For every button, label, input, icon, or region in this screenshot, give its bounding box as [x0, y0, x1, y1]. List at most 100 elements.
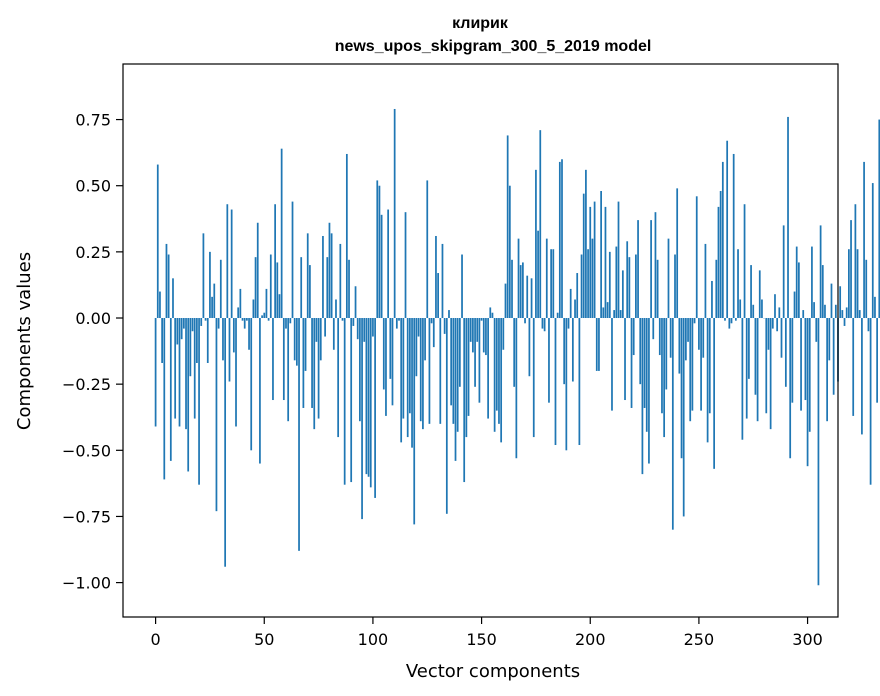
- bar-216: [624, 318, 626, 401]
- bar-191: [569, 288, 572, 319]
- bar-112: [398, 318, 400, 321]
- bar-270: [741, 318, 744, 440]
- bar-172: [528, 318, 531, 377]
- bar-58: [280, 148, 283, 319]
- bar-15: [187, 318, 190, 472]
- bar-194: [576, 273, 579, 319]
- bar-38: [237, 307, 240, 319]
- bar-18: [193, 318, 196, 419]
- bar-66: [298, 318, 300, 551]
- bar-159: [500, 318, 503, 443]
- bar-147: [474, 318, 476, 387]
- bar-144: [467, 318, 470, 416]
- bar-238: [671, 318, 674, 530]
- bar-71: [309, 265, 311, 319]
- bar-195: [578, 318, 581, 446]
- bar-16: [189, 318, 192, 377]
- bar-226: [645, 318, 648, 432]
- plot-frame: [122, 63, 839, 618]
- bar-219: [630, 318, 633, 408]
- bar-319: [848, 249, 850, 319]
- bar-151: [482, 318, 485, 353]
- bar-93: [356, 318, 359, 340]
- bar-213: [617, 201, 620, 319]
- bar-264: [728, 318, 731, 329]
- bar-296: [798, 262, 800, 318]
- bar-205: [600, 191, 602, 318]
- bar-231: [656, 259, 659, 319]
- x-tick-label: 50: [254, 630, 274, 649]
- bar-10: [176, 318, 179, 345]
- bar-261: [721, 161, 724, 319]
- bar-311: [830, 283, 833, 319]
- bar-247: [691, 318, 694, 411]
- y-tick-label: 0.00: [75, 309, 111, 328]
- bar-1: [156, 164, 159, 319]
- bar-111: [395, 318, 398, 329]
- y-tick-label: 0.75: [75, 111, 111, 130]
- bar-180: [545, 238, 548, 319]
- bar-203: [595, 318, 598, 371]
- bar-193: [574, 299, 576, 319]
- bar-13: [182, 318, 185, 329]
- bar-50: [263, 312, 266, 319]
- bar-331: [874, 296, 876, 319]
- bar-109: [391, 318, 394, 406]
- bar-278: [758, 270, 761, 319]
- bar-246: [689, 318, 692, 422]
- bar-26: [211, 296, 213, 319]
- bar-282: [767, 318, 770, 350]
- bar-81: [330, 233, 333, 319]
- bar-249: [695, 196, 698, 319]
- bar-54: [272, 318, 274, 401]
- bar-132: [441, 243, 444, 319]
- bar-303: [813, 302, 815, 319]
- bar-327: [865, 259, 868, 319]
- bar-25: [209, 251, 211, 319]
- bar-9: [174, 318, 177, 419]
- bar-42: [246, 318, 248, 321]
- bar-127: [430, 318, 433, 324]
- bar-110: [393, 108, 396, 319]
- bar-212: [615, 246, 618, 319]
- bar-67: [300, 257, 303, 319]
- bar-169: [522, 262, 524, 318]
- bar-273: [748, 318, 750, 379]
- bar-228: [650, 220, 652, 319]
- bar-301: [808, 318, 811, 432]
- bar-138: [454, 318, 457, 461]
- bar-197: [582, 193, 585, 319]
- bar-283: [769, 318, 772, 430]
- bar-92: [354, 286, 357, 319]
- bar-258: [715, 259, 718, 319]
- bar-187: [561, 159, 563, 319]
- bar-239: [674, 254, 676, 319]
- x-tick-label: 150: [466, 630, 497, 649]
- bar-176: [537, 230, 539, 319]
- y-tick-label: −0.50: [62, 441, 111, 460]
- bar-182: [550, 249, 552, 319]
- bar-108: [389, 318, 392, 379]
- bar-265: [730, 318, 733, 324]
- x-tick-label: 200: [575, 630, 606, 649]
- bar-28: [215, 318, 218, 512]
- y-tick-label: −0.75: [62, 507, 111, 526]
- bar-4: [163, 318, 166, 480]
- bar-87: [343, 318, 346, 485]
- bar-156: [493, 318, 496, 432]
- bar-196: [580, 254, 583, 319]
- bar-82: [332, 318, 335, 350]
- bar-139: [456, 318, 459, 432]
- bar-325: [861, 318, 863, 435]
- bar-157: [495, 318, 498, 411]
- bar-162: [506, 135, 509, 319]
- bar-46: [254, 257, 257, 319]
- bar-184: [554, 318, 557, 446]
- bar-257: [713, 318, 715, 469]
- bar-3: [161, 318, 163, 363]
- bar-198: [585, 169, 587, 319]
- bar-128: [432, 318, 435, 348]
- bar-269: [739, 299, 742, 319]
- bar-45: [252, 299, 255, 319]
- bar-29: [217, 318, 220, 329]
